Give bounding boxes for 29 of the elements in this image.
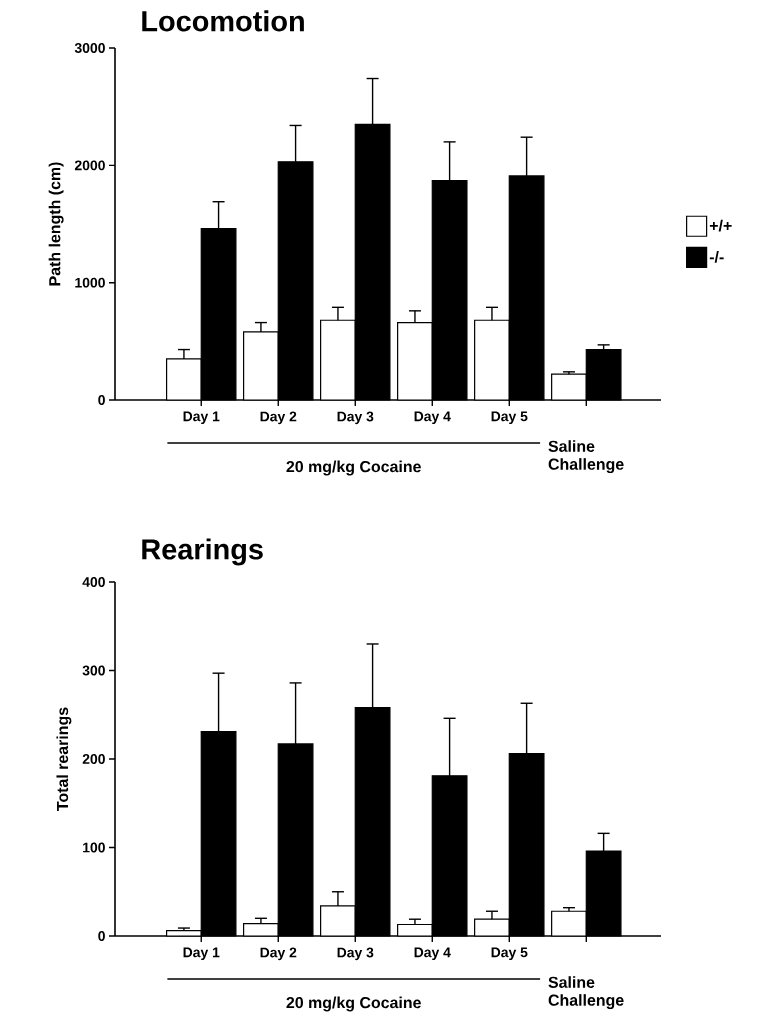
legend-label: -/- xyxy=(709,250,724,263)
x-tick-label: Day 1 xyxy=(183,411,220,425)
y-tick-label: 0 xyxy=(98,931,105,941)
y-axis-title: Path length (cm) xyxy=(48,162,64,286)
text: 20 mg/kg Cocaine xyxy=(286,996,421,1012)
y-tick-label: 200 xyxy=(82,754,105,764)
y-axis-title: Total rearings xyxy=(56,707,72,811)
text: 20 mg/kg Cocaine xyxy=(286,460,421,476)
x-tick-label: Day 2 xyxy=(260,411,297,425)
x-tick-label: Day 4 xyxy=(414,411,451,425)
y-tick-label: 0 xyxy=(98,395,105,405)
x-tick-label: Day 4 xyxy=(414,947,451,961)
chart-title: Rearings xyxy=(142,538,263,566)
y-tick-label: 2000 xyxy=(74,160,105,171)
x-tick-label: Day 2 xyxy=(260,947,297,961)
text: Saline Challenge xyxy=(548,440,624,474)
y-tick-label: 300 xyxy=(82,665,105,676)
x-tick-label: Day 3 xyxy=(337,947,374,961)
y-tick-label: 100 xyxy=(83,842,105,853)
x-tick-label: Day 5 xyxy=(491,411,528,425)
legend-label: +/+ xyxy=(709,219,732,232)
y-tick-label: 400 xyxy=(82,577,105,587)
x-tick-label: Day 5 xyxy=(491,947,528,961)
y-tick-label: 3000 xyxy=(74,43,105,53)
x-tick-label: Day 1 xyxy=(183,947,220,961)
text: Saline Challenge xyxy=(548,976,624,1010)
y-tick-label: 1000 xyxy=(75,277,105,288)
chart-title: Locomotion xyxy=(142,10,304,32)
x-tick-label: Day 3 xyxy=(337,411,374,425)
